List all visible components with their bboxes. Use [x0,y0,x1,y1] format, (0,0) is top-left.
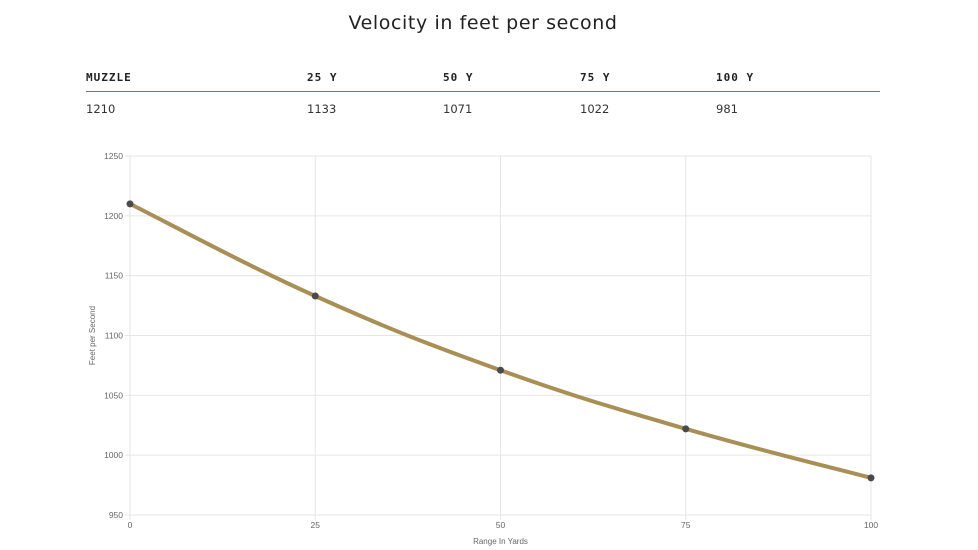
data-point [682,425,690,433]
x-tick-label: 100 [864,520,878,530]
y-tick-label: 950 [109,510,123,520]
velocity-table-header: MUZZLE 25 Y 50 Y 75 Y 100 Y [86,70,880,92]
velocity-table: MUZZLE 25 Y 50 Y 75 Y 100 Y 1210 1133 10… [86,70,880,116]
y-axis-label: Feet per Second [88,306,97,365]
x-tick-label: 75 [681,520,691,530]
data-point [867,474,875,482]
data-point [497,366,504,374]
value-25-yards: 1133 [307,102,337,116]
value-75-yards: 1022 [580,102,610,116]
y-tick-label: 1200 [104,211,123,221]
data-point [311,292,319,300]
header-100-yards: 100 Y [716,71,755,84]
y-tick-label: 1100 [105,331,124,341]
x-tick-label: 0 [128,520,133,530]
x-tick-label: 25 [311,520,321,530]
data-point [126,200,134,208]
x-axis-label: Range In Yards [473,537,528,546]
value-muzzle: 1210 [86,102,116,116]
y-tick-label: 1250 [104,151,123,161]
page-title: Velocity in feet per second [348,12,618,34]
velocity-table-row: 1210 1133 1071 1022 981 [86,92,880,116]
x-tick-label: 50 [496,520,506,530]
y-tick-label: 1150 [105,271,124,281]
value-50-yards: 1071 [443,102,473,116]
y-tick-label: 1050 [104,390,123,400]
header-muzzle: MUZZLE [86,71,132,84]
y-tick-label: 1000 [104,450,123,460]
header-25-yards: 25 Y [307,71,338,84]
header-75-yards: 75 Y [580,71,611,84]
header-50-yards: 50 Y [443,71,474,84]
value-100-yards: 981 [716,102,738,116]
